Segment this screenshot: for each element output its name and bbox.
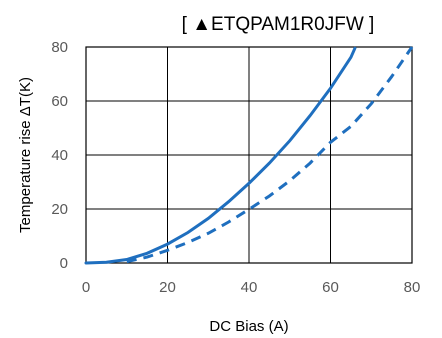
x-tick-label: 60: [322, 279, 339, 296]
x-tick-label: 0: [82, 279, 90, 296]
y-tick-label: 20: [51, 201, 68, 218]
plot-frame: [85, 46, 413, 264]
series-line-solid: [84, 46, 357, 265]
x-tick-labels: 0 20 40 60 80: [82, 279, 421, 296]
y-tick-label: 40: [51, 147, 68, 164]
y-tick-labels: 0 20 40 60 80: [51, 39, 68, 272]
x-tick-label: 80: [404, 279, 421, 296]
y-tick-label: 60: [51, 93, 68, 110]
x-axis-label: DC Bias (A): [209, 318, 288, 335]
y-tick-label: 0: [60, 255, 68, 272]
series-line-dashed: [126, 46, 414, 264]
chart-title: [ ▲ETQPAM1R0JFW ]: [182, 14, 375, 35]
x-tick-label: 40: [241, 279, 258, 296]
y-tick-label: 80: [51, 39, 68, 56]
x-tick-label: 20: [159, 279, 176, 296]
y-axis-label: Temperature rise ΔT(K): [17, 77, 34, 233]
grid-lines: [85, 46, 413, 264]
